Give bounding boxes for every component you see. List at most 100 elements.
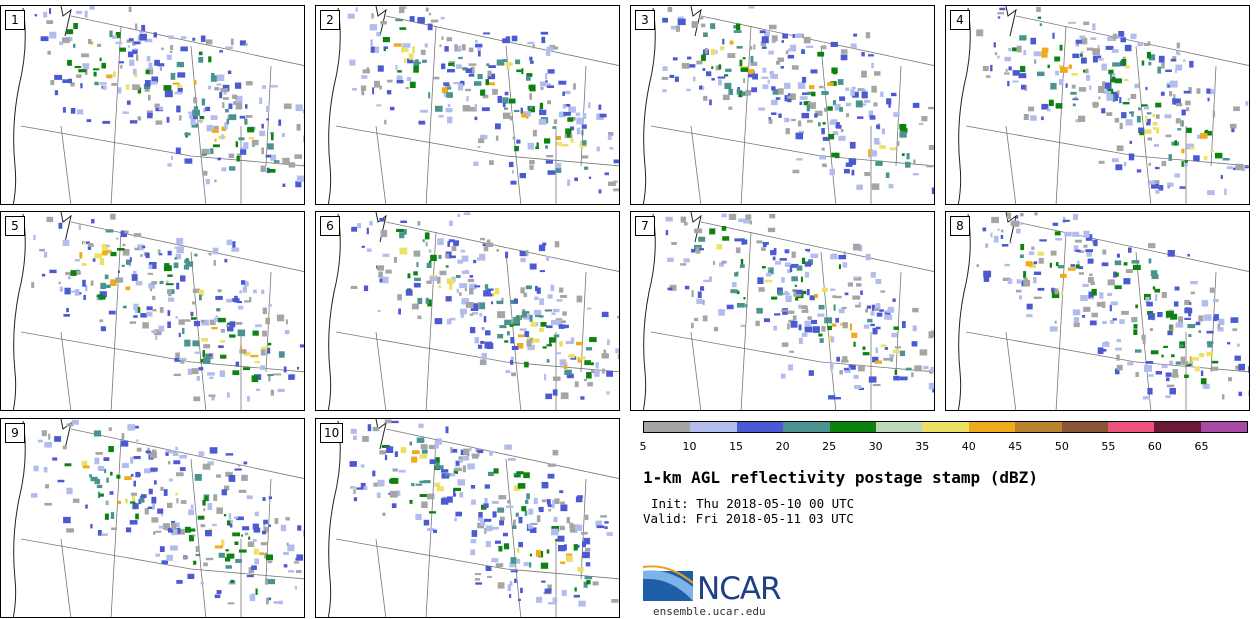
reflectivity-echo bbox=[1061, 291, 1064, 295]
reflectivity-echo bbox=[1037, 287, 1045, 291]
reflectivity-echo bbox=[47, 50, 51, 55]
reflectivity-echo bbox=[524, 510, 528, 516]
reflectivity-echo bbox=[151, 69, 154, 75]
reflectivity-echo bbox=[733, 30, 742, 33]
reflectivity-echo bbox=[763, 318, 770, 323]
reflectivity-echo bbox=[303, 163, 304, 167]
reflectivity-echo bbox=[468, 283, 477, 290]
reflectivity-echo bbox=[435, 105, 443, 112]
colorbar-tick-label: 10 bbox=[682, 440, 697, 453]
reflectivity-echo bbox=[600, 515, 607, 518]
reflectivity-echo bbox=[189, 114, 197, 119]
reflectivity-echo bbox=[1248, 391, 1249, 396]
reflectivity-echo bbox=[818, 122, 821, 127]
reflectivity-echo bbox=[239, 115, 246, 119]
reflectivity-echo bbox=[551, 312, 556, 315]
reflectivity-echo bbox=[392, 468, 398, 472]
reflectivity-echo bbox=[1161, 160, 1167, 167]
reflectivity-echo bbox=[135, 513, 139, 520]
reflectivity-echo bbox=[303, 555, 304, 558]
reflectivity-echo bbox=[519, 328, 527, 331]
reflectivity-echo bbox=[185, 261, 194, 267]
reflectivity-echo bbox=[594, 370, 600, 377]
reflectivity-echo bbox=[1062, 219, 1070, 222]
member-number-label: 1 bbox=[5, 10, 25, 30]
reflectivity-echo bbox=[1117, 90, 1120, 96]
reflectivity-echo bbox=[871, 183, 880, 190]
reflectivity-echo bbox=[1012, 70, 1020, 76]
reflectivity-echo bbox=[193, 560, 197, 565]
reflectivity-echo bbox=[990, 64, 993, 72]
reflectivity-echo bbox=[1146, 51, 1151, 59]
reflectivity-echo bbox=[997, 55, 1000, 59]
reflectivity-echo bbox=[209, 376, 214, 379]
reflectivity-echo bbox=[441, 87, 449, 94]
reflectivity-echo bbox=[270, 85, 278, 88]
reflectivity-echo bbox=[479, 253, 486, 261]
reflectivity-echo bbox=[130, 501, 136, 504]
reflectivity-echo bbox=[1147, 311, 1153, 315]
reflectivity-echo bbox=[80, 83, 83, 89]
member-number-label: 8 bbox=[950, 216, 970, 236]
ensemble-member-map: 7 bbox=[630, 211, 935, 411]
reflectivity-echo bbox=[888, 102, 891, 108]
reflectivity-echo bbox=[834, 295, 842, 299]
reflectivity-echo bbox=[128, 38, 134, 42]
reflectivity-echo bbox=[821, 287, 828, 292]
reflectivity-echo bbox=[870, 272, 876, 278]
reflectivity-echo bbox=[535, 314, 541, 318]
reflectivity-echo bbox=[1007, 80, 1010, 87]
reflectivity-echo bbox=[892, 349, 900, 354]
reflectivity-echo bbox=[225, 109, 229, 113]
reflectivity-echo bbox=[369, 220, 373, 226]
reflectivity-echo bbox=[353, 435, 357, 440]
reflectivity-echo bbox=[230, 38, 234, 46]
reflectivity-echo bbox=[538, 119, 547, 125]
reflectivity-echo bbox=[781, 277, 785, 283]
reflectivity-echo bbox=[800, 305, 807, 310]
reflectivity-echo bbox=[474, 337, 480, 344]
reflectivity-echo bbox=[50, 80, 55, 85]
reflectivity-echo bbox=[721, 226, 727, 231]
reflectivity-echo bbox=[441, 36, 444, 40]
reflectivity-echo bbox=[192, 288, 200, 293]
reflectivity-echo bbox=[1127, 97, 1130, 101]
reflectivity-echo bbox=[232, 298, 240, 302]
reflectivity-echo bbox=[529, 562, 532, 568]
reflectivity-echo bbox=[745, 90, 752, 96]
reflectivity-echo bbox=[863, 324, 870, 329]
reflectivity-echo bbox=[871, 304, 876, 311]
ensemble-member-map: 10 bbox=[315, 418, 620, 618]
reflectivity-echo bbox=[710, 23, 716, 29]
reflectivity-echo bbox=[231, 247, 240, 252]
reflectivity-echo bbox=[46, 216, 54, 223]
reflectivity-echo bbox=[175, 446, 178, 450]
reflectivity-echo bbox=[491, 301, 494, 305]
reflectivity-echo bbox=[213, 259, 216, 266]
reflectivity-echo bbox=[177, 72, 186, 78]
reflectivity-echo bbox=[767, 267, 771, 270]
reflectivity-echo bbox=[451, 245, 457, 252]
reflectivity-echo bbox=[1107, 279, 1115, 286]
reflectivity-echo bbox=[204, 496, 208, 501]
reflectivity-echo bbox=[516, 548, 520, 553]
reflectivity-echo bbox=[486, 288, 494, 291]
reflectivity-echo bbox=[1170, 58, 1177, 62]
reflectivity-echo bbox=[667, 287, 673, 291]
reflectivity-echo bbox=[49, 31, 57, 39]
reflectivity-echo bbox=[527, 523, 533, 529]
reflectivity-echo bbox=[787, 310, 795, 314]
reflectivity-echo bbox=[789, 265, 793, 273]
reflectivity-echo bbox=[243, 461, 248, 465]
reflectivity-echo bbox=[557, 535, 565, 542]
reflectivity-echo bbox=[794, 34, 803, 38]
reflectivity-echo bbox=[1145, 296, 1150, 303]
reflectivity-echo bbox=[382, 253, 390, 257]
reflectivity-echo bbox=[983, 275, 990, 282]
reflectivity-echo bbox=[1049, 326, 1058, 332]
reflectivity-echo bbox=[874, 138, 880, 145]
reflectivity-echo bbox=[1211, 360, 1219, 364]
reflectivity-echo bbox=[1074, 317, 1079, 324]
reflectivity-echo bbox=[480, 89, 484, 95]
reflectivity-echo bbox=[1041, 103, 1049, 110]
